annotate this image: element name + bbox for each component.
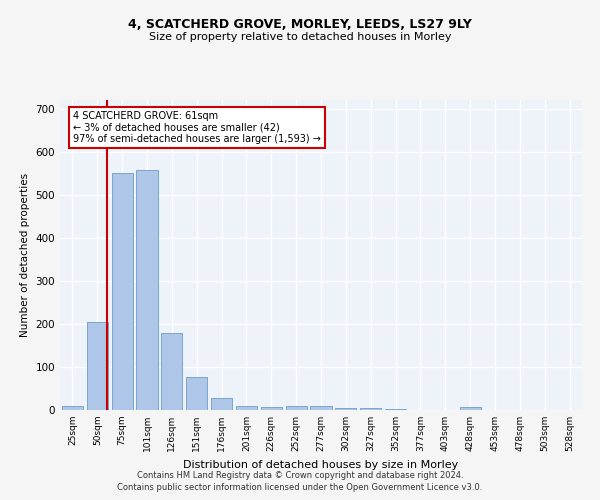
Bar — [236, 406, 257, 410]
X-axis label: Distribution of detached houses by size in Morley: Distribution of detached houses by size … — [184, 460, 458, 469]
Bar — [136, 170, 158, 410]
Bar — [286, 406, 307, 410]
Bar — [62, 406, 83, 410]
Bar — [211, 398, 232, 410]
Text: Contains HM Land Registry data © Crown copyright and database right 2024.: Contains HM Land Registry data © Crown c… — [137, 471, 463, 480]
Bar — [310, 406, 332, 410]
Bar — [186, 377, 207, 410]
Bar — [161, 334, 182, 410]
Text: Contains public sector information licensed under the Open Government Licence v3: Contains public sector information licen… — [118, 484, 482, 492]
Bar — [335, 408, 356, 410]
Bar — [87, 322, 108, 410]
Bar — [385, 408, 406, 410]
Text: 4, SCATCHERD GROVE, MORLEY, LEEDS, LS27 9LY: 4, SCATCHERD GROVE, MORLEY, LEEDS, LS27 … — [128, 18, 472, 30]
Bar — [112, 173, 133, 410]
Text: 4 SCATCHERD GROVE: 61sqm
← 3% of detached houses are smaller (42)
97% of semi-de: 4 SCATCHERD GROVE: 61sqm ← 3% of detache… — [73, 111, 321, 144]
Bar — [360, 408, 381, 410]
Y-axis label: Number of detached properties: Number of detached properties — [20, 173, 30, 337]
Bar — [460, 406, 481, 410]
Text: Size of property relative to detached houses in Morley: Size of property relative to detached ho… — [149, 32, 451, 42]
Bar — [261, 407, 282, 410]
